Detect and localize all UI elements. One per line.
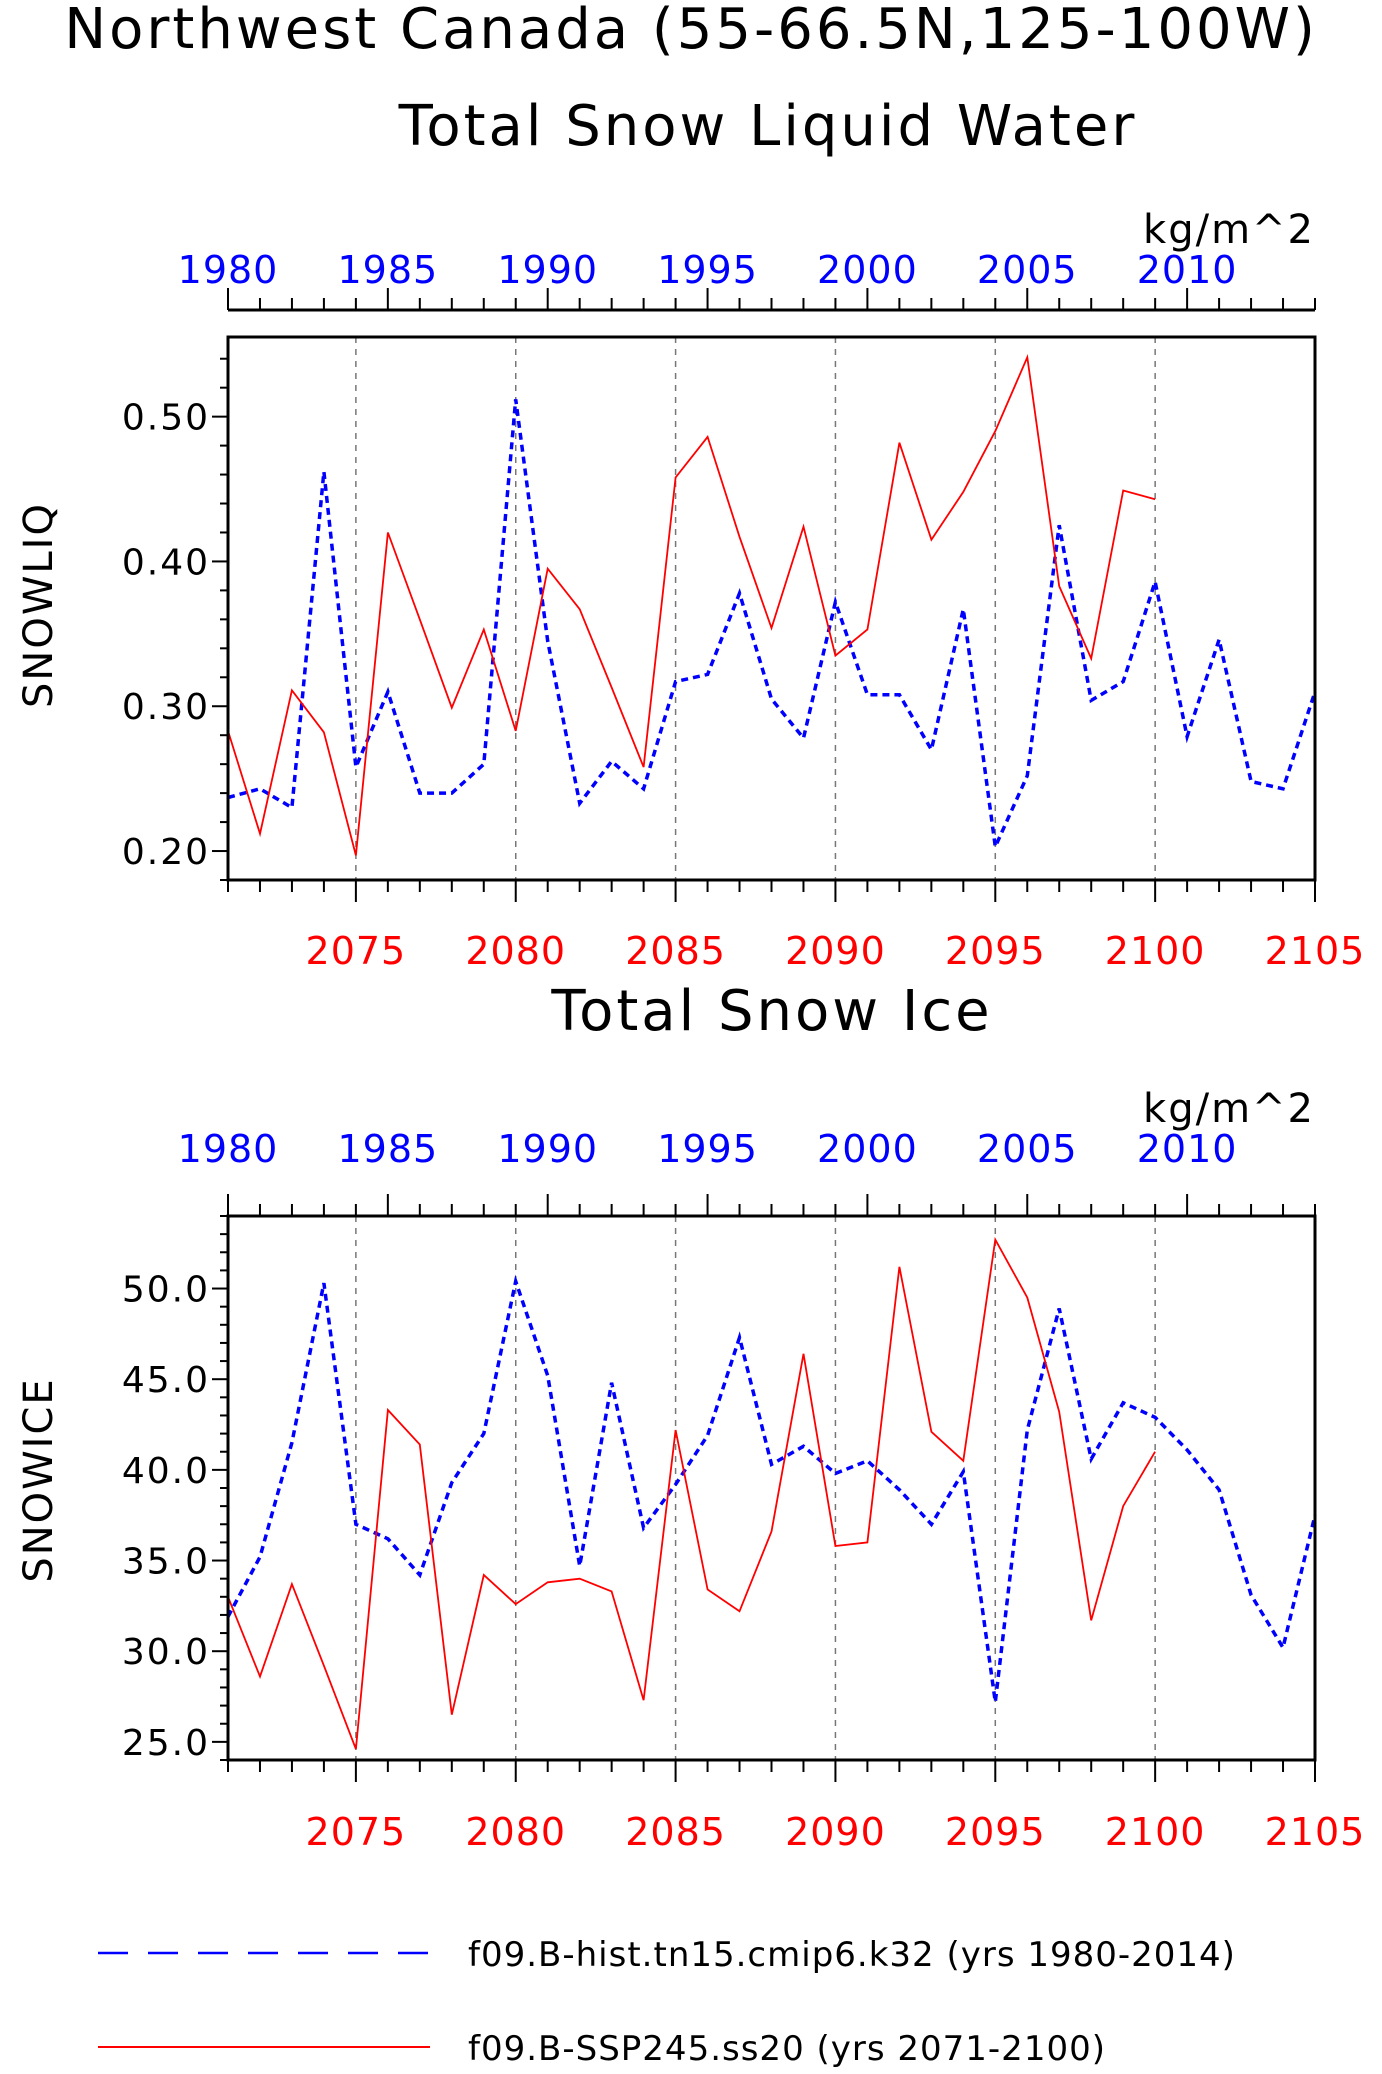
- bottom-tick-label: 2085: [625, 929, 726, 973]
- bottom-tick-label: 2095: [945, 1810, 1046, 1854]
- bottom-tick-label: 2095: [945, 929, 1046, 973]
- top-tick-label: 2000: [817, 248, 918, 292]
- legend: f09.B-hist.tn15.cmip6.k32 (yrs 1980-2014…: [98, 1935, 1236, 2069]
- top-tick-label: 1990: [497, 1127, 598, 1171]
- series-layer: [227, 354, 1317, 856]
- top-tick-label: 2010: [1137, 1127, 1238, 1171]
- top-tick-label: 2005: [977, 248, 1078, 292]
- top-tick-label: 1985: [337, 1127, 438, 1171]
- y-axis-label: SNOWLIQ: [16, 502, 62, 708]
- plot-frame: [226, 1214, 1317, 1762]
- panel-title: Total Snow Liquid Water: [398, 94, 1138, 159]
- bottom-tick-label: 2100: [1105, 929, 1206, 973]
- y-axis-label: SNOWICE: [16, 1377, 62, 1582]
- bottom-tick-label: 2075: [306, 1810, 407, 1854]
- bottom-tick-label: 2090: [785, 1810, 886, 1854]
- units-label: kg/m^2: [1143, 207, 1315, 253]
- series-hist-line: [227, 399, 1317, 853]
- axis-tick-labels: 0.20 0.30 0.40 0.50 2075 2080 2085 2090 2095 2100…: [122, 248, 1366, 973]
- bottom-tick-label: 2090: [785, 929, 886, 973]
- y-tick-label: 0.20: [122, 832, 210, 873]
- legend-ssp-label: f09.B-SSP245.ss20 (yrs 2071-2100): [468, 2029, 1106, 2069]
- bottom-tick-label: 2100: [1105, 1810, 1206, 1854]
- bottom-tick-label: 2080: [465, 1810, 566, 1854]
- top-tick-label: 1985: [337, 248, 438, 292]
- bottom-tick-label: 2105: [1265, 929, 1366, 973]
- plot-frame: [226, 335, 1317, 882]
- top-tick-label: 1980: [178, 1127, 279, 1171]
- y-tick-label: 50.0: [122, 1270, 210, 1311]
- units-label: kg/m^2: [1143, 1086, 1315, 1132]
- grid-lines: [355, 1216, 1156, 1760]
- axis-ticks: [212, 288, 1316, 902]
- y-tick-label: 0.50: [122, 398, 210, 439]
- top-tick-label: 1995: [657, 248, 758, 292]
- y-tick-label: 25.0: [122, 1723, 210, 1764]
- bottom-tick-label: 2105: [1265, 1810, 1366, 1854]
- series-ssp-line: [227, 1236, 1156, 1750]
- y-tick-label: 35.0: [122, 1542, 210, 1583]
- top-tick-label: 2005: [977, 1127, 1078, 1171]
- y-tick-label: 40.0: [122, 1451, 210, 1492]
- top-tick-label: 1990: [497, 248, 598, 292]
- y-tick-label: 0.40: [122, 542, 210, 583]
- y-tick-label: 0.30: [122, 687, 210, 728]
- figure-title: Northwest Canada (55-66.5N,125-100W): [64, 0, 1318, 62]
- snowliq-panel: Total Snow Liquid Water kg/m^2 SNOWLIQ 0…: [16, 94, 1366, 973]
- legend-hist-label: f09.B-hist.tn15.cmip6.k32 (yrs 1980-2014…: [468, 1935, 1236, 1975]
- bottom-tick-label: 2085: [625, 1810, 726, 1854]
- y-tick-label: 45.0: [122, 1360, 210, 1401]
- snowice-panel: Total Snow Ice kg/m^2 SNOWICE 25.0 30.0 35…: [16, 979, 1366, 1854]
- top-tick-label: 2010: [1137, 248, 1238, 292]
- y-tick-label: 30.0: [122, 1632, 210, 1673]
- top-tick-label: 1980: [178, 248, 279, 292]
- bottom-tick-label: 2080: [465, 929, 566, 973]
- top-tick-label: 2000: [817, 1127, 918, 1171]
- bottom-tick-label: 2075: [306, 929, 407, 973]
- top-tick-label: 1995: [657, 1127, 758, 1171]
- axis-ticks: [212, 1194, 1316, 1782]
- series-layer: [226, 1236, 1317, 1750]
- series-ssp-line: [227, 354, 1156, 856]
- axis-tick-labels: 25.0 30.0 35.0 40.0 45.0 50.0 2075 2080 2085 2090…: [122, 1127, 1366, 1854]
- panel-title: Total Snow Ice: [550, 979, 992, 1044]
- series-hist-line: [226, 1274, 1317, 1703]
